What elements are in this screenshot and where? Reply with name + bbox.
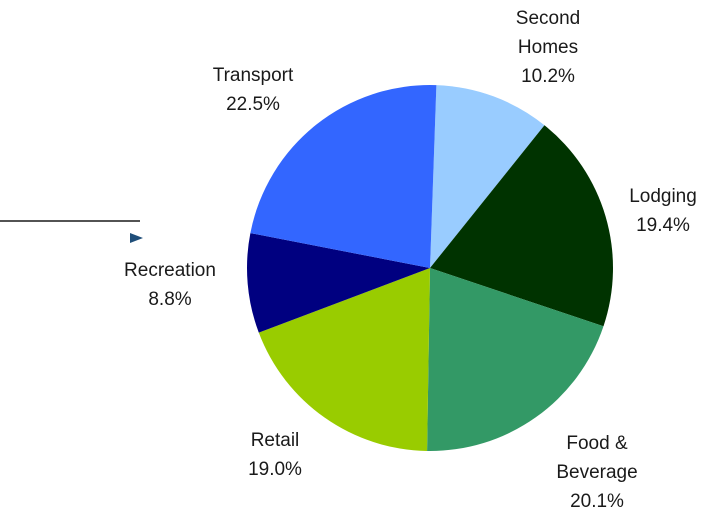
slice-label: Second Homes 10.2% xyxy=(508,4,588,91)
slice-label: Retail 19.0% xyxy=(215,426,335,484)
slice-category: Recreation xyxy=(124,260,216,281)
slice-value: 19.4% xyxy=(636,215,690,236)
slice-category: Lodging xyxy=(629,186,697,207)
slice-label: Transport 22.5% xyxy=(193,61,313,119)
pie-slice xyxy=(430,85,545,268)
slice-category: Food & Beverage xyxy=(556,433,638,483)
slice-label: Lodging 19.4% xyxy=(603,182,709,240)
slice-category: Second Homes xyxy=(515,8,581,58)
slice-category: Transport xyxy=(212,65,294,86)
decor-arrow xyxy=(130,233,143,243)
slice-category: Retail xyxy=(250,430,300,451)
pie-slice xyxy=(246,233,430,333)
pie-slice xyxy=(258,268,430,451)
pie-slice xyxy=(430,125,613,327)
slice-label: Food & Beverage 20.1% xyxy=(547,429,647,516)
slice-value: 19.0% xyxy=(248,459,302,480)
slice-value: 10.2% xyxy=(521,66,575,87)
pie-slice xyxy=(250,85,437,268)
slice-label: Recreation 8.8% xyxy=(105,256,235,314)
slice-value: 20.1% xyxy=(570,491,624,512)
slice-value: 22.5% xyxy=(226,94,280,115)
pie-slice xyxy=(427,268,604,451)
slice-value: 8.8% xyxy=(148,289,192,310)
